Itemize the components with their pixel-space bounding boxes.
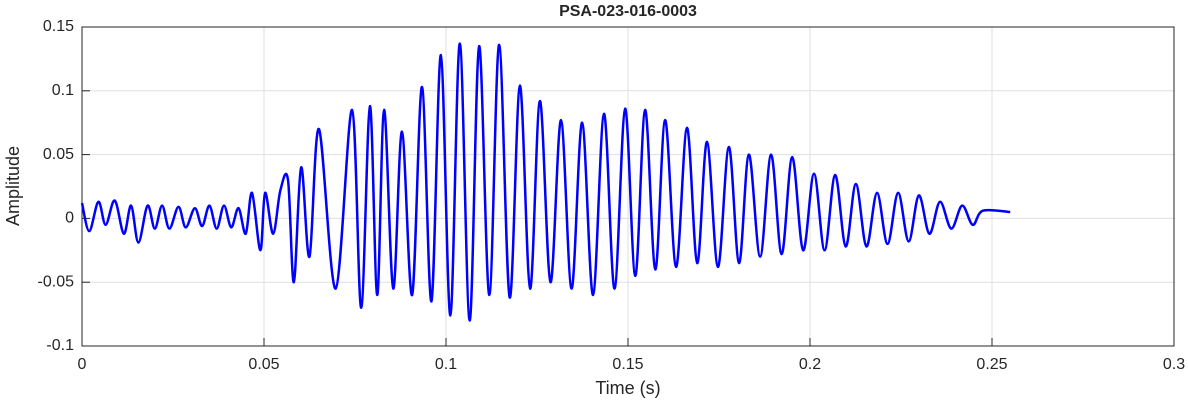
x-tick-label: 0.2 [799, 356, 821, 373]
x-axis-label: Time (s) [595, 378, 660, 398]
y-tick-label: 0.15 [43, 18, 74, 35]
waveform-line [80, 42, 1011, 322]
y-tick-label: 0 [65, 210, 74, 227]
x-tick-label: 0.15 [612, 356, 643, 373]
y-axis-label: Amplitude [3, 146, 23, 226]
chart-title: PSA-023-016-0003 [559, 3, 697, 20]
y-tick-label: -0.05 [38, 273, 75, 290]
axes-box [81, 26, 1175, 347]
y-tick-label: 0.05 [43, 146, 74, 163]
x-tick-label: 0.3 [1163, 356, 1185, 373]
x-tick-label: 0.05 [248, 356, 279, 373]
y-tick-label: 0.1 [52, 82, 74, 99]
x-tick-label: 0.1 [435, 356, 457, 373]
x-tick-label: 0 [78, 356, 87, 373]
y-tick-label: -0.1 [46, 337, 74, 354]
x-tick-label: 0.25 [976, 356, 1007, 373]
